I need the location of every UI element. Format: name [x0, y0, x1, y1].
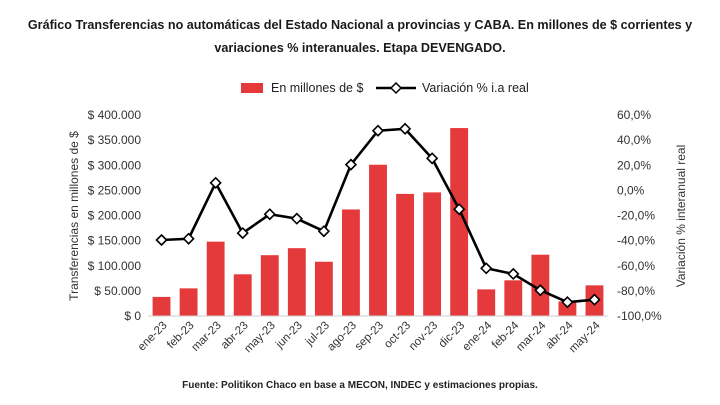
y-tick-label: $ 0: [124, 309, 141, 323]
line-point-jun-23: [290, 212, 303, 225]
y-tick-label: $ 100.000: [88, 259, 142, 273]
y-tick-label: $ 200.000: [88, 209, 142, 223]
chart-title-line-2: variaciones % interanuales. Etapa DEVENG…: [214, 41, 506, 55]
y-tick-label: $ 50.000: [94, 284, 141, 298]
bar-ago-23: [342, 209, 360, 316]
line-point-abr-23: [236, 226, 249, 240]
bar-dic-23: [450, 128, 469, 316]
bars-layer: [152, 128, 604, 316]
line-point-oct-23: [398, 122, 412, 135]
x-tick-label: jun-23: [273, 320, 305, 352]
y-tick-label: $ 350.000: [88, 133, 142, 147]
line-point-ene-24: [480, 262, 493, 275]
y2-tick-label: 0,0%: [617, 183, 645, 197]
y2-axis-title: Variación % interanual real: [674, 145, 688, 288]
x-tick-label: ago-23: [325, 320, 359, 354]
legend-item-bars: En millones de $: [241, 80, 411, 96]
legend-line-label: Variación % i.a real: [422, 81, 529, 95]
line-point-jul-23: [317, 225, 331, 238]
x-tick-label: ene-23: [136, 320, 170, 354]
x-tick-label: mar-23: [190, 320, 224, 354]
bar-jul-23: [314, 261, 333, 316]
x-tick-label: ene-24: [461, 319, 495, 353]
line-point-feb-24: [507, 267, 520, 281]
line-point-ago-23: [344, 158, 358, 171]
line-point-nov-23: [425, 152, 439, 165]
bar-may-23: [260, 255, 279, 316]
y-tick-label: $ 150.000: [88, 234, 142, 248]
y2-tick-label: -80,0%: [617, 284, 655, 298]
line-point-mar-23: [209, 176, 222, 189]
legend-bar-swatch: [241, 83, 263, 93]
chart-title: Gráfico Transferencias no automáticas de…: [22, 14, 698, 60]
bar-sep-23: [369, 164, 387, 316]
bar-nov-23: [423, 192, 442, 316]
bar-feb-23: [179, 288, 198, 316]
line-point-dic-23: [453, 203, 466, 216]
y2-tick-label: -20,0%: [617, 209, 655, 223]
line-point-feb-23: [182, 232, 195, 245]
bar-abr-23: [233, 274, 252, 316]
line-point-ene-23: [155, 233, 168, 247]
y2-tick-label: 20,0%: [617, 158, 651, 172]
line-point-may-24: [588, 293, 601, 306]
x-tick-label: may-24: [567, 319, 603, 355]
y2-tick-label: 40,0%: [617, 133, 651, 147]
x-tick-label: nov-23: [407, 320, 440, 353]
line-point-may-23: [263, 208, 276, 221]
x-tick-label: sep-23: [353, 320, 386, 353]
bar-ene-23: [152, 296, 171, 316]
y-tick-label: $ 300.000: [88, 158, 142, 172]
y-axis-title: Transferencias en millones de $: [67, 131, 81, 301]
bar-oct-23: [396, 193, 414, 316]
bar-abr-24: [558, 301, 577, 316]
source-note: Fuente: Politikon Chaco en base a MECON,…: [182, 380, 538, 391]
y2-tick-label: -100,0%: [617, 309, 662, 323]
legend-bars-label: En millones de $: [271, 81, 364, 95]
bar-mar-23: [206, 241, 225, 316]
chart-title-line-1: Gráfico Transferencias no automáticas de…: [27, 18, 693, 32]
y2-tick-label: -40,0%: [617, 234, 655, 248]
y-tick-label: $ 250.000: [88, 183, 142, 197]
line-layer: [155, 122, 601, 309]
x-tick-label: mar-24: [514, 319, 549, 354]
line-point-mar-24: [534, 284, 547, 297]
chart-legend: En millones de $ Variación % i.a real: [0, 80, 720, 96]
y2-tick-label: -60,0%: [617, 259, 655, 273]
legend-item-line: Variación % i.a real: [376, 80, 622, 96]
y2-tick-label: 60,0%: [617, 108, 651, 122]
y-tick-label: $ 400.000: [88, 108, 142, 122]
bar-feb-24: [504, 280, 523, 316]
line-point-sep-23: [371, 124, 385, 137]
bar-ene-24: [477, 289, 496, 316]
line-point-abr-24: [561, 296, 574, 309]
legend-line-swatch: [376, 81, 416, 95]
bar-jun-23: [287, 248, 306, 316]
